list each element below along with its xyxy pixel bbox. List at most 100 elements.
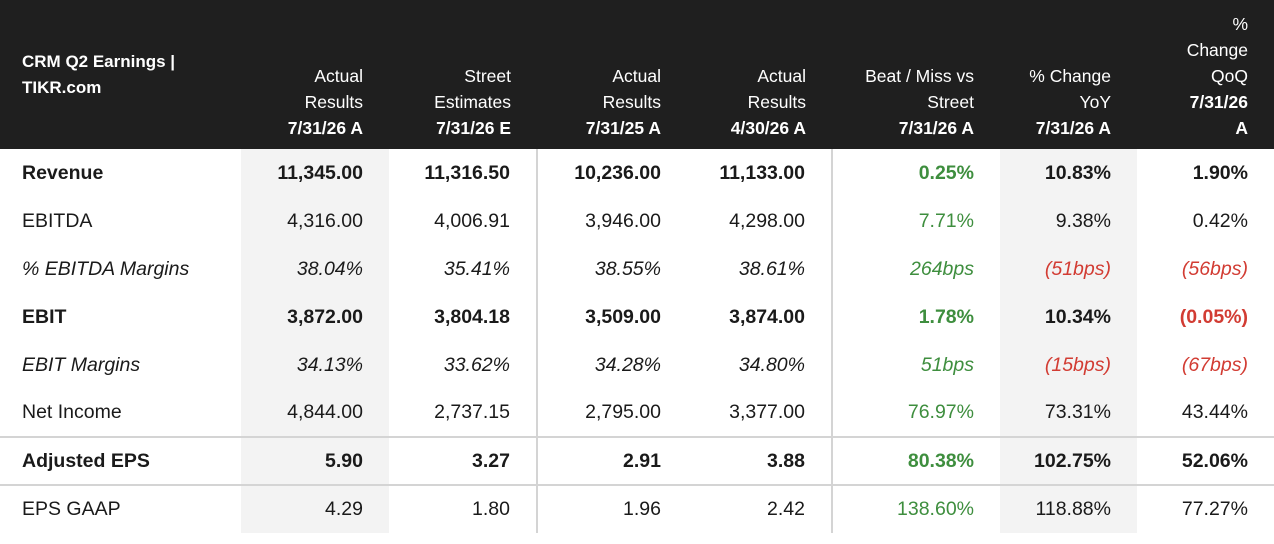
- col-header-line2: Estimates: [434, 92, 511, 112]
- cell-change-yoy: 118.88%: [1000, 484, 1137, 533]
- cell-actual-q2-26: 38.04%: [241, 245, 389, 293]
- cell-beat-miss: 138.60%: [831, 484, 1000, 533]
- cell-change-qoq: (67bps): [1181, 353, 1248, 376]
- col-header-date: 7/31/26 A: [287, 118, 363, 138]
- cell-beat-miss: 76.97%: [831, 389, 1000, 437]
- cell-actual-q2-26: 4,316.00: [241, 197, 389, 245]
- cell-street-estimates: 3.27: [389, 436, 537, 485]
- cell-beat-miss: 7.71%: [831, 197, 1000, 245]
- col-header-line2: Results: [304, 92, 363, 112]
- cell-change-qoq: 0.42%: [1192, 209, 1248, 232]
- col-header-line1: Street: [464, 66, 511, 86]
- col-header-date: 7/31/26: [1189, 92, 1248, 112]
- cell-actual-q1-26: 2.42: [687, 484, 832, 533]
- cell-actual-q2-25: 2.91: [536, 436, 687, 485]
- cell-actual-q2-25: 1.96: [536, 484, 687, 533]
- cell-change-yoy: (15bps): [1000, 341, 1137, 389]
- table-row-revenue: Revenue 11,345.00 11,316.50 10,236.00 11,133…: [0, 149, 1274, 197]
- row-label: EPS GAAP: [0, 484, 241, 533]
- col-header-date: 7/31/25 A: [585, 118, 661, 138]
- cell-change-qoq: 52.06%: [1137, 436, 1274, 485]
- cell-change-yoy: 73.31%: [1000, 389, 1137, 437]
- cell-actual-q2-26: 11,345.00: [241, 149, 389, 197]
- cell-street-estimates: 33.62%: [443, 353, 510, 376]
- table-row-net-income: Net Income 4,844.00 2,737.15 2,795.00 3,377.…: [0, 389, 1274, 437]
- col-header-line2: Results: [747, 92, 806, 112]
- cell-change-qoq: 43.44%: [1181, 401, 1248, 423]
- col-header-line1: Beat / Miss vs: [865, 66, 974, 86]
- cell-beat-miss: 51bps: [831, 341, 1000, 389]
- cell-actual-q2-26: 4,844.00: [241, 389, 389, 437]
- row-label: EBIT: [22, 305, 67, 328]
- cell-actual-q2-25: 10,236.00: [536, 149, 687, 197]
- cell-actual-q2-25: 3,509.00: [536, 293, 687, 341]
- col-header-actual-q2-25: Actual Results 7/31/25 A: [537, 0, 687, 149]
- col-header-line1: Actual: [612, 66, 661, 86]
- col-header-line1: Actual: [757, 66, 806, 86]
- col-header-line2: Street: [927, 92, 974, 112]
- col-header-line2: Change: [1186, 40, 1248, 60]
- col-header-date: 7/31/26 E: [436, 118, 511, 138]
- cell-change-yoy: 9.38%: [1000, 197, 1137, 245]
- row-label: EBIT Margins: [22, 353, 141, 376]
- table-row-eps-gaap: EPS GAAP 4.29 1.80 1.96 2.42 138.60% 118.88% 77…: [0, 484, 1274, 533]
- cell-actual-q2-25: 3,946.00: [536, 197, 687, 245]
- col-header-change-yoy: % Change YoY 7/31/26 A: [1000, 0, 1137, 149]
- cell-change-yoy: 10.34%: [1000, 293, 1137, 341]
- cell-street-estimates: 1.80: [389, 484, 537, 533]
- cell-actual-q1-26: 3,874.00: [729, 305, 805, 328]
- cell-change-qoq: 77.27%: [1137, 484, 1274, 533]
- col-header-line1: Actual: [314, 66, 363, 86]
- col-header-actual-q1-26: Actual Results 4/30/26 A: [687, 0, 832, 149]
- cell-actual-q1-26: 4,298.00: [729, 209, 805, 232]
- cell-change-yoy: 10.83%: [1000, 149, 1137, 197]
- row-label: Net Income: [22, 401, 122, 423]
- cell-actual-q2-26: 4.29: [241, 484, 389, 533]
- cell-actual-q2-26: 34.13%: [241, 341, 389, 389]
- cell-actual-q2-25: 38.55%: [536, 245, 687, 293]
- row-label: EBITDA: [22, 209, 93, 232]
- table-row-adjusted-eps: Adjusted EPS 5.90 3.27 2.91 3.88 80.38% 102.75…: [0, 436, 1274, 485]
- cell-actual-q1-26: 3,377.00: [729, 401, 805, 423]
- cell-actual-q2-25: 2,795.00: [536, 389, 687, 437]
- cell-change-yoy: 102.75%: [1000, 436, 1137, 485]
- col-header-date-suffix: A: [1235, 118, 1248, 138]
- cell-street-estimates: 3,804.18: [434, 305, 510, 328]
- row-label: Revenue: [22, 161, 104, 184]
- cell-actual-q2-25: 34.28%: [536, 341, 687, 389]
- table-row-ebit: EBIT 3,872.00 3,804.18 3,509.00 3,874.00 1.78…: [0, 293, 1274, 341]
- table-row-ebit-margins: EBIT Margins 34.13% 33.62% 34.28% 34.80% 51bp…: [0, 341, 1274, 389]
- cell-beat-miss: 264bps: [831, 245, 1000, 293]
- row-label: % EBITDA Margins: [22, 257, 190, 280]
- table-row-ebitda-margins: % EBITDA Margins 38.04% 35.41% 38.55% 38.61%…: [0, 245, 1274, 293]
- cell-beat-miss: 0.25%: [831, 149, 1000, 197]
- col-header-street-estimates: Street Estimates 7/31/26 E: [389, 0, 537, 149]
- cell-change-qoq: 1.90%: [1192, 161, 1248, 184]
- earnings-table: CRM Q2 Earnings | TIKR.com Actual Result…: [0, 0, 1274, 533]
- cell-street-estimates: 4,006.91: [434, 209, 510, 232]
- col-header-line1: % Change: [1029, 66, 1111, 86]
- cell-actual-q1-26: 38.61%: [738, 257, 805, 280]
- col-header-line3: QoQ: [1211, 66, 1248, 86]
- cell-actual-q2-26: 3,872.00: [241, 293, 389, 341]
- cell-actual-q1-26: 34.80%: [738, 353, 805, 376]
- cell-beat-miss: 1.78%: [831, 293, 1000, 341]
- table-title: CRM Q2 Earnings | TIKR.com: [22, 51, 176, 97]
- header-row: CRM Q2 Earnings | TIKR.com Actual Result…: [0, 0, 1274, 149]
- cell-change-qoq: (0.05%): [1179, 305, 1248, 328]
- cell-actual-q1-26: 3.88: [687, 436, 832, 485]
- col-header-line1: %: [1232, 14, 1248, 34]
- col-header-date: 7/31/26 A: [1035, 118, 1111, 138]
- cell-beat-miss: 80.38%: [831, 436, 1000, 485]
- cell-actual-q2-26: 5.90: [241, 436, 389, 485]
- table-row-ebitda: EBITDA 4,316.00 4,006.91 3,946.00 4,298.00 7.…: [0, 197, 1274, 245]
- col-header-beat-miss: Beat / Miss vs Street 7/31/26 A: [832, 0, 1000, 149]
- cell-street-estimates: 11,316.50: [424, 161, 510, 184]
- col-header-line2: YoY: [1079, 92, 1111, 112]
- cell-street-estimates: 35.41%: [443, 257, 510, 280]
- cell-change-yoy: (51bps): [1000, 245, 1137, 293]
- cell-actual-q1-26: 11,133.00: [719, 161, 805, 184]
- cell-street-estimates: 2,737.15: [434, 401, 510, 423]
- col-header-line2: Results: [602, 92, 661, 112]
- col-header-date: 7/31/26 A: [898, 118, 974, 138]
